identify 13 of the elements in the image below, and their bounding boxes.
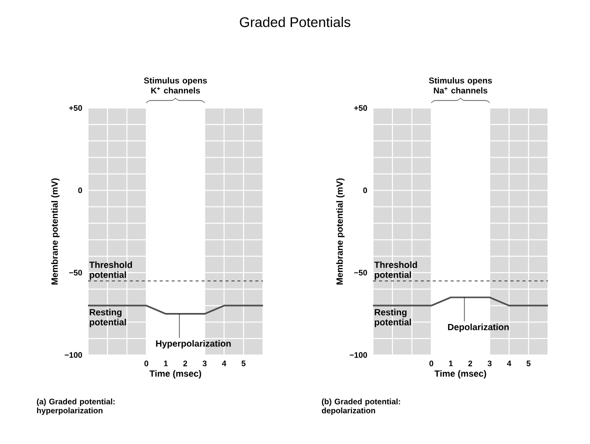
band-label: Stimulus opens Na$^{+}$ channels bbox=[428, 77, 492, 94]
y-axis-title: Membrane potential (mV) bbox=[51, 178, 60, 284]
ref-line-label: Threshold potential bbox=[374, 261, 417, 280]
x-axis-title: Time (msec) bbox=[434, 370, 486, 378]
annotation: Resting potential bbox=[90, 308, 126, 328]
ref-line-label: Threshold potential bbox=[89, 261, 132, 280]
x-axis-title: Time (msec) bbox=[150, 370, 202, 378]
annotation: Resting potential bbox=[374, 308, 411, 328]
text: Graded Potentials bbox=[240, 16, 350, 28]
annotation: Hyperpolarization bbox=[156, 340, 231, 348]
band-label: Stimulus opens K$^{+}$ channels bbox=[144, 77, 207, 94]
annotation: Depolarization bbox=[448, 324, 509, 332]
y-axis-title: Membrane potential (mV) bbox=[336, 178, 345, 284]
